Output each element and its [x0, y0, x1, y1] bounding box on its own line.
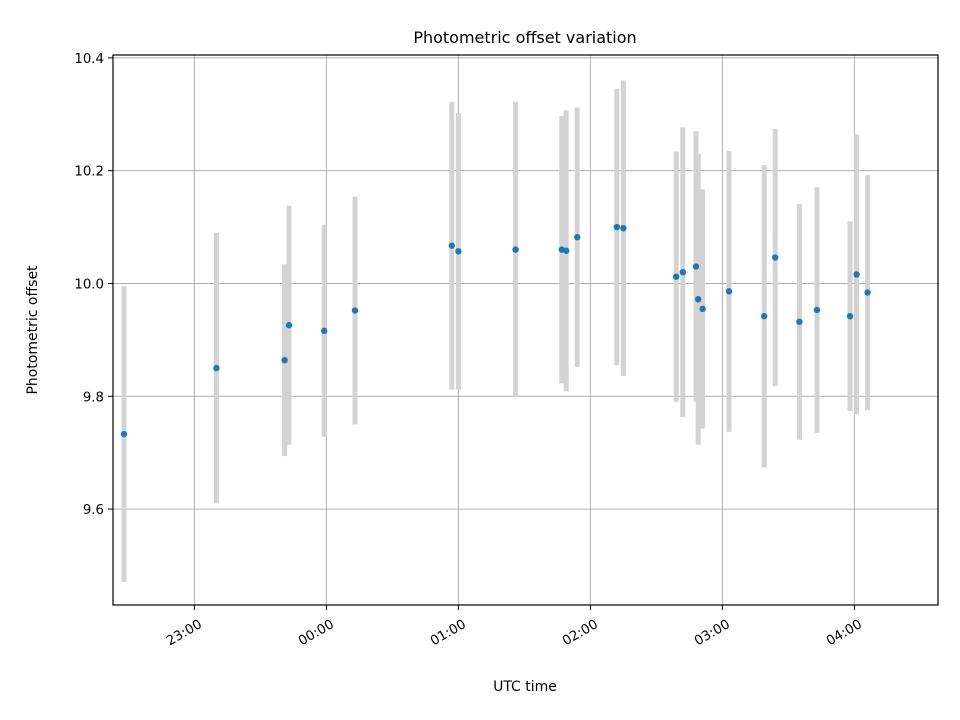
data-point: [699, 305, 706, 313]
data-point: [120, 430, 128, 438]
x-axis-label: UTC time: [493, 679, 557, 695]
chart-title: Photometric offset variation: [413, 28, 636, 47]
data-point: [455, 248, 462, 255]
data-point: [574, 234, 581, 241]
y-axis-label: Photometric offset: [25, 265, 41, 395]
data-point: [692, 263, 700, 270]
data-point: [772, 254, 779, 261]
data-point: [351, 307, 359, 314]
data-point: [864, 289, 871, 296]
y-tick-label: 9.8: [83, 390, 104, 405]
data-point: [695, 296, 702, 303]
data-point: [725, 288, 733, 295]
data-point: [620, 224, 627, 232]
plot-frame: [112, 54, 939, 606]
data-point: [796, 318, 803, 326]
data-point: [563, 247, 570, 254]
data-point: [321, 327, 328, 335]
data-point: [853, 271, 860, 278]
data-point: [512, 246, 519, 253]
data-points: [120, 223, 871, 438]
data-point: [673, 273, 680, 280]
data-point: [813, 306, 821, 314]
data-point: [761, 312, 768, 320]
data-point: [613, 223, 620, 231]
data-point: [213, 364, 220, 372]
data-point: [285, 322, 293, 329]
y-tick-label: 10.2: [74, 165, 104, 180]
data-point: [846, 312, 854, 320]
y-tick-label: 10.4: [74, 52, 104, 67]
data-point: [679, 268, 686, 276]
y-tick-label: 10.0: [74, 277, 104, 292]
data-point: [448, 242, 455, 249]
data-point: [281, 356, 288, 364]
y-tick-label: 9.6: [83, 503, 104, 518]
